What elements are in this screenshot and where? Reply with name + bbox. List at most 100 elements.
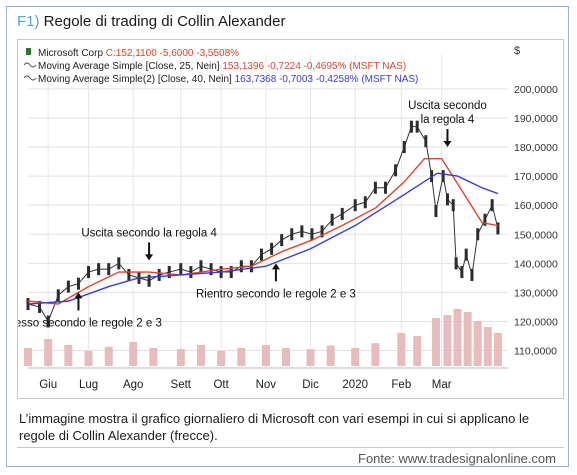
y-tick-label: 200,0000 (514, 84, 558, 96)
price-candle (87, 266, 91, 279)
volume-bar (306, 349, 315, 366)
y-tick-label: 160,0000 (514, 200, 558, 212)
price-candle (451, 199, 455, 212)
figure-label: F1) (17, 13, 40, 30)
volume-bar (44, 339, 53, 366)
y-tick-label: 130,0000 (514, 287, 558, 299)
price-candle (46, 315, 50, 328)
price-candle (363, 196, 367, 209)
price-candle (56, 289, 60, 302)
legend-label: Moving Average Simple(2) [Close, 40, Nei… (38, 74, 235, 85)
legend-value: C:152,1100 -5,6000 -3,5508% (106, 48, 239, 59)
volume-bar (326, 345, 335, 366)
price-candle (394, 164, 398, 177)
y-tick-label: 110,0000 (514, 346, 557, 358)
volume-bar (282, 348, 291, 366)
annotation-label: Uscita secondo (408, 100, 487, 112)
price-candle (310, 228, 314, 241)
price-candle (157, 268, 161, 281)
price-candle (229, 266, 233, 279)
volume-bar (397, 333, 406, 366)
volume-bar (217, 351, 226, 366)
arrow-head-icon (145, 254, 154, 261)
legend-label: Microsoft Corp (38, 48, 106, 59)
price-candle (454, 257, 458, 270)
volume-bar (261, 345, 270, 366)
price-candle (496, 222, 500, 235)
candlestick-icon (26, 48, 31, 55)
price-candle (320, 225, 324, 238)
currency-symbol: $ (514, 45, 520, 57)
price-candle (179, 263, 183, 276)
price-candle (38, 300, 42, 313)
volume-bar (24, 348, 32, 366)
volume-bar (473, 321, 482, 366)
ma40-line (27, 172, 499, 305)
x-tick-label: 2020 (342, 379, 368, 391)
price-candle (147, 274, 151, 287)
price-candle (383, 181, 387, 194)
volume-bar (237, 348, 246, 366)
volume-bar (64, 345, 73, 366)
legend-entry: Moving Average Simple [Close, 25, Nein] … (38, 61, 406, 72)
price-candle (424, 135, 428, 148)
price-candle (239, 260, 243, 273)
price-candle (270, 242, 274, 255)
y-tick-label: 140,0000 (514, 258, 558, 270)
figure-caption: L’immagine mostra il grafico giornaliero… (19, 411, 530, 443)
volume-bar (196, 345, 205, 366)
price-candle (189, 266, 193, 279)
wave-icon (23, 75, 37, 81)
volume-bar (84, 351, 93, 366)
x-tick-label: Giu (39, 379, 57, 391)
x-tick-label: Mar (432, 379, 452, 391)
volume-bar (129, 342, 138, 366)
price-candle (107, 263, 111, 276)
volume-bar (149, 348, 158, 366)
volume-bar (413, 336, 422, 366)
divider (17, 447, 564, 448)
x-tick-label: Ott (213, 379, 229, 391)
y-tick-label: 190,0000 (514, 113, 558, 125)
legend-value: 153,1396 -0,7224 -0,4695% (MSFT NAS) (222, 61, 406, 72)
volume-bar (453, 309, 462, 366)
volume-bar (463, 312, 472, 366)
price-candle (464, 248, 468, 261)
annotation-label: Uscita secondo la regola 4 (81, 227, 217, 239)
price-candle (76, 277, 80, 290)
y-tick-label: 170,0000 (514, 171, 558, 183)
y-tick-label: 180,0000 (514, 142, 558, 154)
volume-bar (104, 346, 113, 366)
price-candle (280, 234, 284, 247)
price-candle (476, 228, 480, 241)
arrow-head-icon (443, 141, 452, 148)
price-candle (409, 120, 413, 133)
legend-entry: Microsoft Corp C:152,1100 -5,6000 -3,550… (38, 48, 239, 59)
price-candle (260, 248, 264, 261)
x-tick-label: Lug (79, 379, 98, 391)
wave-icon (23, 62, 37, 68)
price-candle (470, 268, 474, 281)
price-candle (330, 213, 334, 226)
y-tick-label: 150,0000 (514, 229, 558, 241)
volume-bar (176, 349, 185, 366)
price-candle (66, 280, 70, 293)
price-candle (340, 207, 344, 220)
x-tick-label: Ago (123, 379, 143, 391)
price-candle (460, 266, 464, 279)
price-candle (300, 225, 304, 238)
chart-panel: 110,0000 120,0000 130,0000 140,0000 150,0000… (17, 39, 564, 399)
volume-bar (351, 348, 360, 366)
stock-chart: 110,0000 120,0000 130,0000 140,0000 150,0000… (18, 45, 558, 391)
price-candle (97, 263, 101, 276)
figure-title-text: Regole di trading di Collin Alexander (43, 13, 286, 30)
price-candle (353, 199, 357, 212)
price-candle (209, 263, 213, 276)
arrow-head-icon (74, 292, 83, 299)
price-candle (167, 266, 171, 279)
volume-bar (493, 333, 502, 366)
figure-source: Fonte: www.tradesignalonline.com (358, 451, 556, 466)
volume-bar (443, 315, 452, 366)
price-candle (434, 205, 438, 217)
price-candle (445, 193, 449, 206)
